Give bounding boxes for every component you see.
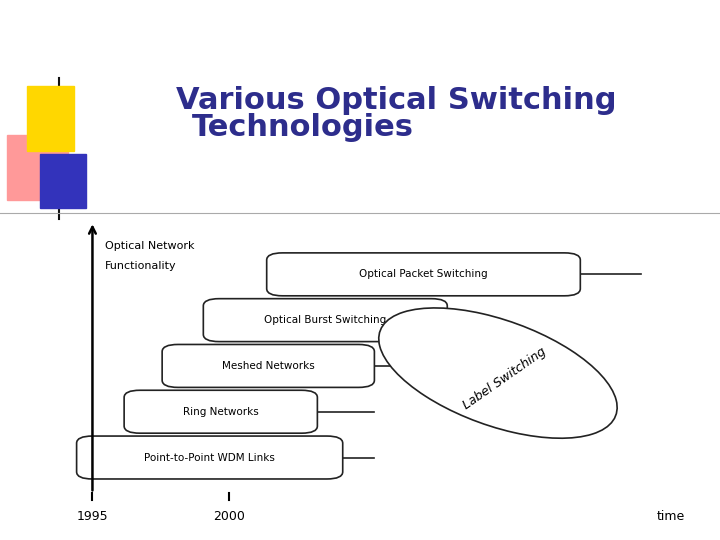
Text: time: time [657, 510, 685, 523]
Text: Label Switching: Label Switching [460, 345, 548, 413]
Text: Functionality: Functionality [105, 261, 176, 272]
Text: Point-to-Point WDM Links: Point-to-Point WDM Links [144, 453, 275, 463]
FancyBboxPatch shape [162, 345, 374, 387]
Text: Technologies: Technologies [192, 113, 413, 143]
Ellipse shape [379, 308, 617, 438]
Text: 2000: 2000 [212, 510, 245, 523]
FancyBboxPatch shape [266, 253, 580, 296]
Text: Optical Packet Switching: Optical Packet Switching [359, 269, 488, 279]
FancyBboxPatch shape [203, 299, 447, 342]
Text: Ring Networks: Ring Networks [183, 407, 258, 417]
Text: Meshed Networks: Meshed Networks [222, 361, 315, 371]
Text: 1995: 1995 [76, 510, 108, 523]
Text: Various Optical Switching: Various Optical Switching [176, 86, 616, 116]
Text: Optical Burst Switching: Optical Burst Switching [264, 315, 387, 325]
FancyBboxPatch shape [124, 390, 318, 433]
FancyBboxPatch shape [76, 436, 343, 479]
Text: Optical Network: Optical Network [105, 241, 194, 252]
